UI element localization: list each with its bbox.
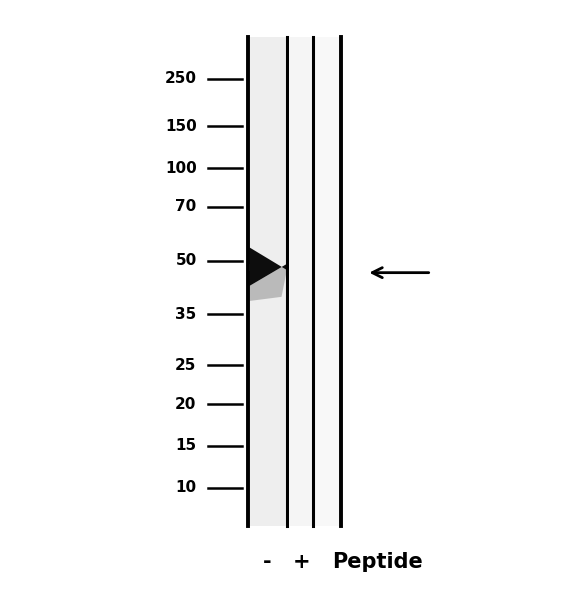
Bar xyxy=(248,265,251,271)
Text: 50: 50 xyxy=(175,253,197,268)
Text: 70: 70 xyxy=(175,199,197,214)
Bar xyxy=(290,37,313,527)
Bar xyxy=(248,37,287,527)
Text: 25: 25 xyxy=(175,357,197,373)
Text: 15: 15 xyxy=(176,438,197,453)
Text: 10: 10 xyxy=(176,480,197,495)
Text: 250: 250 xyxy=(165,71,197,86)
Text: Peptide: Peptide xyxy=(332,552,423,573)
Text: 20: 20 xyxy=(175,397,197,412)
Bar xyxy=(316,37,341,527)
Polygon shape xyxy=(249,263,288,301)
Text: +: + xyxy=(292,552,310,573)
Polygon shape xyxy=(249,247,288,286)
Text: 35: 35 xyxy=(175,307,197,322)
Text: 100: 100 xyxy=(165,161,197,176)
Text: -: - xyxy=(263,552,271,573)
Text: 150: 150 xyxy=(165,119,197,134)
